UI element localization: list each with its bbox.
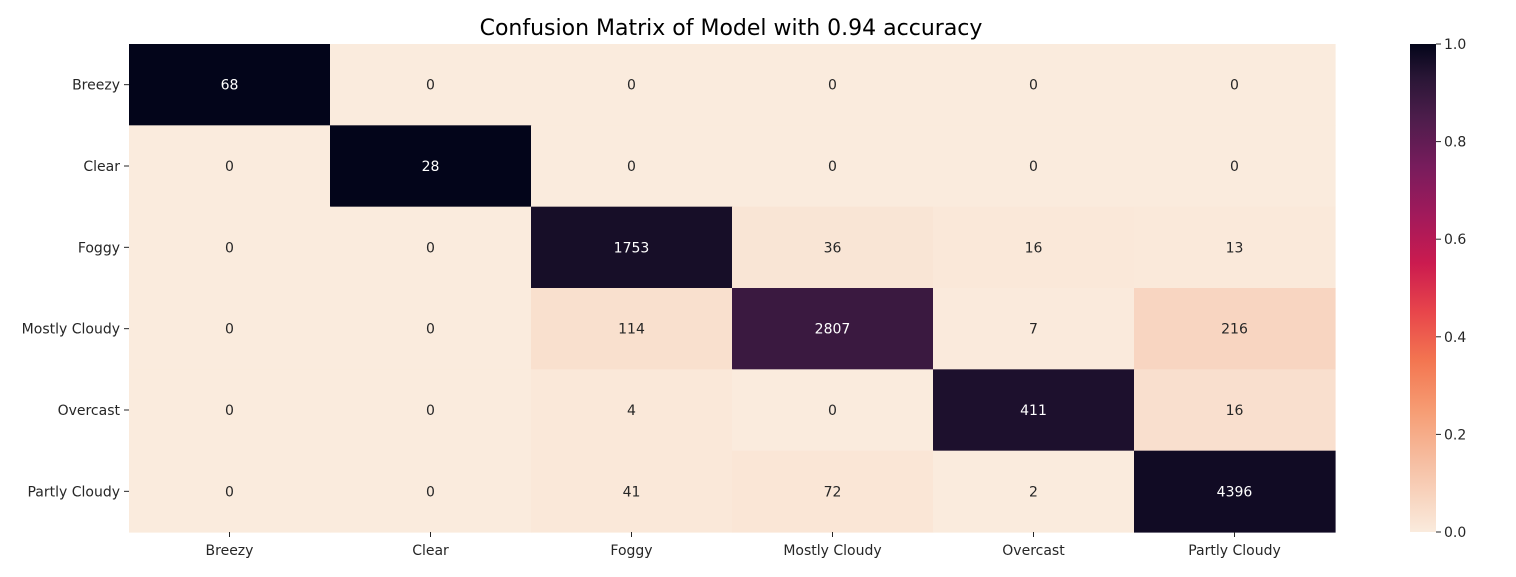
colorbar-tick-label: 0.8 [1444,135,1466,151]
heatmap-cell-foggy-overcast [933,206,1135,289]
y-tick-label-partly-cloudy: Partly Cloudy [27,484,120,500]
x-tick-label-overcast: Overcast [1002,543,1065,559]
cell-value-label: 0 [627,159,636,175]
heatmap-cell-overcast-clear [330,369,532,452]
y-axis: Breezy Clear Foggy Mostly Cloudy Overcast Par… [22,78,129,500]
x-tick-label-mostly-cloudy: Mostly Cloudy [783,543,881,559]
cell-value-label: 28 [422,159,440,175]
cell-value-label: 41 [623,484,641,500]
cell-value-label: 72 [824,484,842,500]
cell-value-label: 0 [627,78,636,94]
heatmap-cell-mostly-cloudy-overcast [933,288,1135,370]
heatmap-cell-mostly-cloudy-clear [330,288,532,370]
heatmap-cell-foggy-breezy [129,206,331,289]
heatmap-cell-partly-cloudy-mostly-cloudy [732,450,934,533]
y-tick-label-overcast: Overcast [58,403,121,419]
heatmap-cell-clear-breezy [129,125,331,208]
colorbar-gradient [1410,44,1436,532]
heatmap-cell-overcast-overcast [933,369,1135,452]
heatmap-cell-partly-cloudy-partly-cloudy [1134,450,1336,533]
colorbar: 0.0 0.2 0.4 0.6 0.8 1.0 [1410,37,1466,541]
heatmap-cell-breezy-foggy [531,44,733,126]
heatmap-cell-clear-mostly-cloudy [732,125,934,208]
x-tick-label-partly-cloudy: Partly Cloudy [1188,543,1281,559]
cell-value-label: 4396 [1217,484,1253,500]
heatmap-cell-clear-foggy [531,125,733,208]
heatmap-cell-mostly-cloudy-partly-cloudy [1134,288,1336,370]
cell-value-label: 2807 [815,322,851,338]
heatmap-cell-partly-cloudy-breezy [129,450,331,533]
cell-value-label: 0 [828,403,837,419]
cell-value-label: 114 [618,322,645,338]
cell-value-label: 2 [1029,484,1038,500]
cell-value-label: 0 [225,403,234,419]
heatmap-cell-foggy-foggy [531,206,733,289]
heatmap-cell-clear-partly-cloudy [1134,125,1336,208]
heatmap-cell-mostly-cloudy-mostly-cloudy [732,288,934,370]
heatmap-cells [129,44,1336,533]
cell-value-label: 0 [426,322,435,338]
cell-value-label: 0 [426,78,435,94]
heatmap-cell-breezy-clear [330,44,532,126]
heatmap-cell-breezy-breezy [129,44,331,126]
colorbar-tick-label: 0.4 [1444,330,1466,346]
heatmap-cell-partly-cloudy-clear [330,450,532,533]
cell-value-label: 0 [828,78,837,94]
heatmap-cell-labels: 68 0 0 0 0 00 28 0 0 0 00 0 1753 36 16 130 0 114 2807 7 2160… [221,78,1253,501]
heatmap-cell-breezy-mostly-cloudy [732,44,934,126]
heatmap-cell-breezy-partly-cloudy [1134,44,1336,126]
cell-value-label: 0 [1029,78,1038,94]
heatmap-cell-overcast-foggy [531,369,733,452]
y-tick-label-breezy: Breezy [72,78,120,94]
cell-value-label: 0 [225,322,234,338]
y-tick-label-clear: Clear [83,159,120,175]
cell-value-label: 16 [1025,240,1043,256]
heatmap-cell-foggy-clear [330,206,532,289]
colorbar-tick-label: 0.0 [1444,525,1466,541]
heatmap-cell-mostly-cloudy-breezy [129,288,331,370]
heatmap-cell-foggy-mostly-cloudy [732,206,934,289]
x-axis: Breezy Clear Foggy Mostly Cloudy Overcast Par… [206,532,1281,559]
y-tick-label-foggy: Foggy [78,240,120,256]
cell-value-label: 4 [627,403,636,419]
heatmap-cell-overcast-mostly-cloudy [732,369,934,452]
cell-value-label: 216 [1221,322,1248,338]
cell-value-label: 0 [426,240,435,256]
chart-title: Confusion Matrix of Model with 0.94 accu… [480,16,983,41]
heatmap-cell-mostly-cloudy-foggy [531,288,733,370]
cell-value-label: 0 [426,484,435,500]
x-tick-label-clear: Clear [412,543,449,559]
cell-value-label: 13 [1226,240,1244,256]
cell-value-label: 68 [221,78,239,94]
colorbar-tick-label: 0.6 [1444,232,1466,248]
heatmap-cell-overcast-breezy [129,369,331,452]
heatmap-cell-clear-overcast [933,125,1135,208]
cell-value-label: 1753 [614,240,650,256]
heatmap-cell-foggy-partly-cloudy [1134,206,1336,289]
colorbar-tick-label: 1.0 [1444,37,1466,53]
x-tick-label-breezy: Breezy [206,543,254,559]
cell-value-label: 0 [426,403,435,419]
cell-value-label: 0 [225,484,234,500]
heatmap-cell-overcast-partly-cloudy [1134,369,1336,452]
heatmap-cell-clear-clear [330,125,532,208]
colorbar-tick-label: 0.2 [1444,427,1466,443]
heatmap-cell-partly-cloudy-foggy [531,450,733,533]
cell-value-label: 0 [1230,78,1239,94]
cell-value-label: 0 [828,159,837,175]
heatmap-cell-partly-cloudy-overcast [933,450,1135,533]
cell-value-label: 16 [1226,403,1244,419]
cell-value-label: 411 [1020,403,1047,419]
cell-value-label: 0 [1230,159,1239,175]
heatmap-cell-breezy-overcast [933,44,1135,126]
y-tick-label-mostly-cloudy: Mostly Cloudy [22,322,120,338]
cell-value-label: 0 [1029,159,1038,175]
cell-value-label: 0 [225,240,234,256]
cell-value-label: 7 [1029,322,1038,338]
cell-value-label: 36 [824,240,842,256]
x-tick-label-foggy: Foggy [610,543,652,559]
cell-value-label: 0 [225,159,234,175]
